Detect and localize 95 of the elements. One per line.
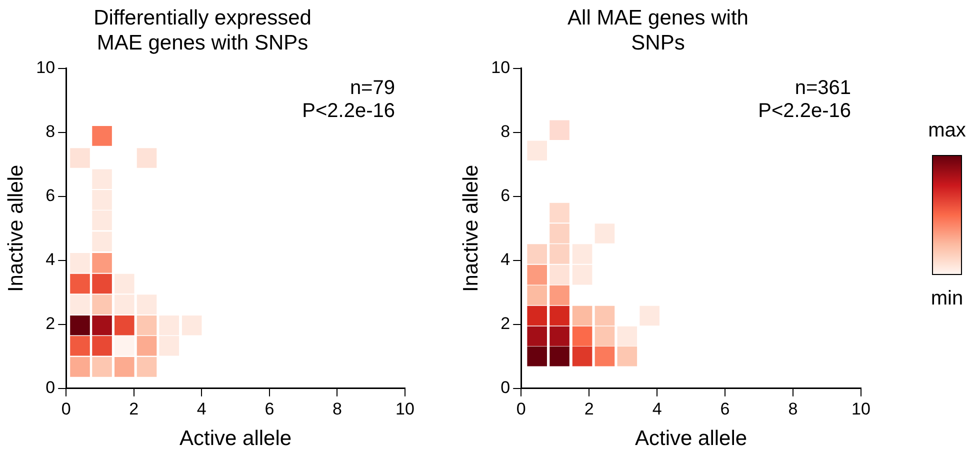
annotation: n=79 xyxy=(350,76,395,99)
x-tick-label: 0 xyxy=(61,399,71,418)
y-tick-label: 0 xyxy=(500,378,510,398)
point xyxy=(70,274,90,294)
point xyxy=(527,140,547,161)
x-tick-label: 4 xyxy=(652,399,662,418)
y-tick-label: 10 xyxy=(491,58,510,78)
x-tick-label: 4 xyxy=(196,399,206,418)
point xyxy=(527,346,547,366)
y-axis-title: Inactive allele xyxy=(459,164,482,292)
point xyxy=(572,346,592,366)
point xyxy=(136,148,157,168)
point xyxy=(159,336,180,356)
point xyxy=(70,315,90,336)
x-tick-label: 8 xyxy=(332,399,342,418)
point xyxy=(92,315,112,336)
point xyxy=(527,244,547,264)
point xyxy=(550,202,570,223)
point xyxy=(550,264,570,285)
point xyxy=(92,210,112,230)
point xyxy=(527,306,547,326)
point xyxy=(550,244,570,264)
point xyxy=(159,315,180,336)
x-axis-title: Active allele xyxy=(180,427,292,450)
point xyxy=(594,306,615,326)
y-tick-label: 4 xyxy=(46,250,56,270)
point xyxy=(572,306,592,326)
point xyxy=(70,148,90,168)
point xyxy=(92,190,112,210)
point xyxy=(92,232,112,252)
point xyxy=(572,244,592,264)
point xyxy=(594,346,615,366)
y-tick-label: 2 xyxy=(500,314,510,334)
point xyxy=(114,336,134,356)
point xyxy=(550,326,570,346)
x-axis-title: Active allele xyxy=(635,427,748,450)
point xyxy=(92,294,112,314)
x-tick-label: 6 xyxy=(264,399,274,418)
y-tick-label: 0 xyxy=(46,378,56,398)
x-tick-label: 10 xyxy=(396,399,414,418)
x-tick-label: 10 xyxy=(852,399,870,418)
point xyxy=(550,224,570,244)
text: max xyxy=(928,120,966,142)
point xyxy=(70,336,90,356)
point xyxy=(572,264,592,285)
y-tick-label: 8 xyxy=(46,122,56,142)
x-tick-label: 2 xyxy=(129,399,139,418)
point xyxy=(136,357,157,377)
point xyxy=(70,253,90,273)
point xyxy=(550,346,570,366)
y-tick-label: 6 xyxy=(500,186,510,206)
point xyxy=(92,357,112,377)
point xyxy=(92,274,112,294)
point xyxy=(92,169,112,190)
x-tick-label: 8 xyxy=(788,399,798,418)
text: min xyxy=(930,288,964,310)
point xyxy=(617,326,638,346)
point xyxy=(527,285,547,306)
point xyxy=(550,306,570,326)
annotation: P<2.2e-16 xyxy=(302,100,395,122)
point xyxy=(92,253,112,273)
y-tick-label: 8 xyxy=(500,122,510,142)
x-tick-label: 2 xyxy=(584,399,594,418)
chart-title: Differentially expressed MAE genes with SNPs xyxy=(94,6,312,55)
point xyxy=(70,294,90,314)
point xyxy=(527,326,547,346)
annotation: n=361 xyxy=(794,76,851,99)
y-tick-label: 10 xyxy=(36,58,56,78)
point xyxy=(114,274,134,294)
point xyxy=(527,264,547,285)
point xyxy=(92,126,112,146)
x-tick-label: 0 xyxy=(516,399,526,418)
point xyxy=(594,224,615,244)
point xyxy=(640,306,660,326)
point xyxy=(70,357,90,377)
point xyxy=(182,315,202,336)
point xyxy=(550,120,570,140)
y-tick-label: 2 xyxy=(46,314,56,334)
chart-title: All MAE genes with SNPs xyxy=(568,6,748,55)
point xyxy=(114,357,134,377)
point xyxy=(136,336,157,356)
point xyxy=(114,315,134,336)
point xyxy=(136,315,157,336)
annotation: P<2.2e-16 xyxy=(758,100,851,122)
y-axis-title: Inactive allele xyxy=(4,164,28,292)
point xyxy=(136,294,157,314)
point xyxy=(572,326,592,346)
x-tick-label: 6 xyxy=(720,399,730,418)
y-tick-label: 6 xyxy=(46,186,56,206)
point xyxy=(114,294,134,314)
point xyxy=(550,285,570,306)
point xyxy=(617,346,638,366)
point xyxy=(594,326,615,346)
point xyxy=(92,336,112,356)
y-tick-label: 4 xyxy=(500,250,510,270)
